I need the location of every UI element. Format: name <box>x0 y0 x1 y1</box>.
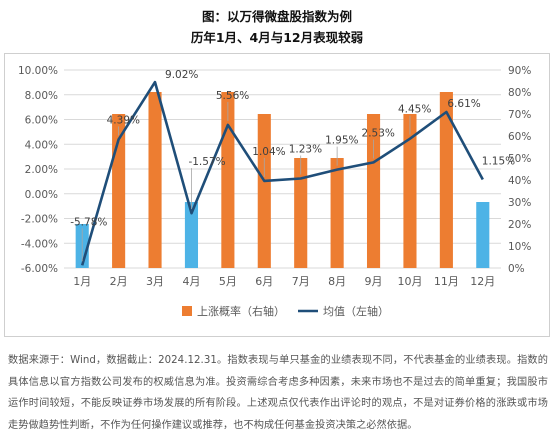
left-tick-label: 0.00% <box>25 189 58 201</box>
left-tick-label: -2.00% <box>21 214 58 226</box>
data-label: 1.23% <box>289 144 322 156</box>
x-tick-label: 5月 <box>219 275 237 288</box>
data-label: 6.61% <box>447 98 480 110</box>
chart-subtitle: 历年1月、4月与12月表现较弱 <box>190 30 364 45</box>
right-tick-label: 90% <box>508 65 531 77</box>
right-tick-label: 10% <box>508 241 531 253</box>
legend-swatch-bar <box>182 306 192 316</box>
bar-3 <box>148 92 162 268</box>
data-label: 5.56% <box>216 90 249 102</box>
x-tick-label: 2月 <box>110 275 128 288</box>
data-label: 4.45% <box>398 104 431 116</box>
right-tick-label: 50% <box>508 153 531 165</box>
x-tick-label: 4月 <box>182 275 200 288</box>
x-tick-label: 8月 <box>328 275 346 288</box>
x-tick-label: 9月 <box>365 275 383 288</box>
data-label: 1.15% <box>482 156 515 168</box>
legend-label-bar: 上涨概率（右轴） <box>197 304 285 318</box>
right-tick-label: 0% <box>508 263 525 275</box>
bar-12 <box>476 202 490 268</box>
data-label: 1.04% <box>252 146 285 158</box>
x-tick-label: 12月 <box>470 275 495 288</box>
left-tick-label: 2.00% <box>25 164 58 176</box>
avg-line <box>80 80 484 266</box>
bar-8 <box>330 158 344 268</box>
data-label: 9.02% <box>165 69 198 81</box>
right-tick-label: 20% <box>508 219 531 231</box>
left-tick-label: 6.00% <box>25 115 58 127</box>
right-tick-label: 60% <box>508 131 531 143</box>
data-label: 4.39% <box>107 114 140 126</box>
left-tick-label: 10.00% <box>18 65 58 77</box>
bar-11 <box>439 92 453 268</box>
data-label: 1.95% <box>325 135 358 147</box>
legend-label-line: 均值（左轴） <box>323 304 389 318</box>
bar-6 <box>257 114 271 268</box>
left-tick-label: -6.00% <box>21 263 58 275</box>
x-tick-label: 3月 <box>146 275 164 288</box>
combo-chart: -6.00% -4.00% -2.00% 0.00% 2.00% 4.00% 6.00% 8.… <box>18 65 531 318</box>
left-tick-label: -4.00% <box>21 238 58 250</box>
x-tick-label: 6月 <box>255 275 273 288</box>
x-tick-label: 1月 <box>73 275 91 288</box>
source-note: 数据来源于：Wind，数据截止：2024.12.31。指数表现与单只基金的业绩表… <box>8 355 548 431</box>
right-tick-label: 80% <box>508 87 531 99</box>
chart-title: 图：以万得微盘股指数为例 <box>201 9 352 24</box>
right-tick-label: 70% <box>508 109 531 121</box>
x-tick-label: 7月 <box>292 275 310 288</box>
left-tick-label: 4.00% <box>25 139 58 151</box>
data-label: -5.78% <box>70 216 107 228</box>
right-tick-label: 40% <box>508 175 531 187</box>
bar-10 <box>403 114 417 268</box>
x-tick-label: 11月 <box>434 275 459 288</box>
left-tick-label: 8.00% <box>25 90 58 102</box>
bar-9 <box>366 114 381 268</box>
data-label: -1.57% <box>188 156 225 168</box>
chart-container: -6.00% -4.00% -2.00% 0.00% 2.00% 4.00% 6.00% 8.… <box>4 53 550 337</box>
bar-7 <box>294 158 308 268</box>
data-label: 2.53% <box>362 127 395 139</box>
x-tick-label: 10月 <box>397 275 422 288</box>
bar-4 <box>184 202 199 268</box>
right-tick-label: 30% <box>508 197 531 209</box>
